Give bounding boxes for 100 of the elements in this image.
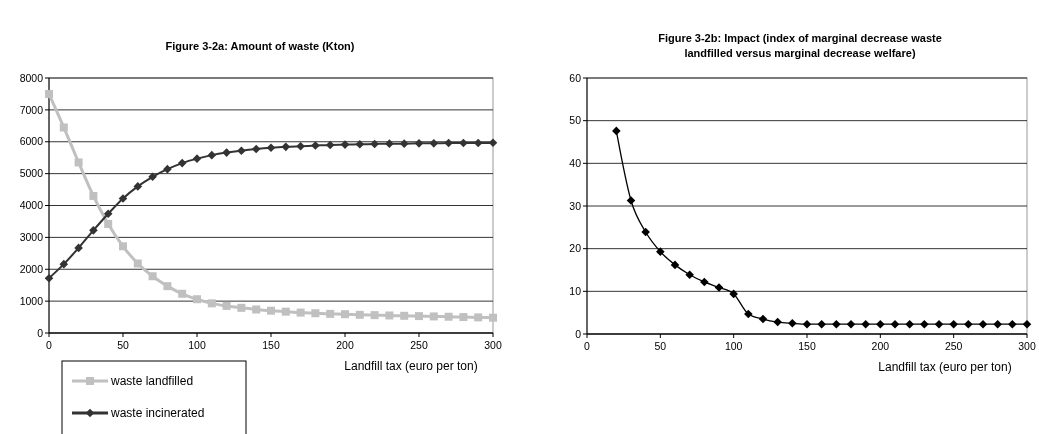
y-tick-label: 7000 xyxy=(19,103,44,116)
point xyxy=(45,89,53,98)
y-tick-label: 8000 xyxy=(19,71,44,84)
point xyxy=(385,311,394,320)
point xyxy=(193,295,201,304)
point xyxy=(163,164,172,174)
point xyxy=(252,305,261,314)
point xyxy=(267,306,275,315)
x-axis-title: Landfill tax (euro per ton) xyxy=(878,360,1012,374)
x-tick-label: 100 xyxy=(188,339,206,351)
chart-title: Figure 3-2a: Amount of waste (Kton) xyxy=(165,40,355,52)
point xyxy=(612,126,621,136)
point xyxy=(104,219,113,228)
point xyxy=(817,319,826,329)
y-tick-label: 3000 xyxy=(19,231,44,244)
point xyxy=(44,273,54,283)
point xyxy=(74,158,83,167)
point xyxy=(459,313,468,322)
point xyxy=(103,209,113,219)
x-tick-label: 0 xyxy=(46,339,53,351)
x-tick-label: 200 xyxy=(871,340,890,352)
point xyxy=(177,158,187,168)
point xyxy=(311,309,320,318)
y-tick-label: 0 xyxy=(575,327,582,340)
point xyxy=(207,299,216,308)
y-tick-label: 5000 xyxy=(19,167,44,180)
y-tick-label: 6000 xyxy=(19,135,44,148)
point xyxy=(326,309,335,318)
point xyxy=(311,141,320,150)
point xyxy=(399,139,409,148)
y-tick-label: 50 xyxy=(569,114,582,127)
y-tick-label: 40 xyxy=(569,157,582,170)
y-tick-label: 10 xyxy=(569,285,582,298)
point xyxy=(222,301,231,310)
point xyxy=(890,319,900,329)
x-tick-label: 300 xyxy=(1018,340,1036,352)
point xyxy=(178,289,187,298)
point xyxy=(474,313,483,322)
point xyxy=(385,139,394,148)
x-tick-label: 0 xyxy=(584,340,591,352)
point xyxy=(905,319,914,329)
point xyxy=(832,319,841,329)
x-tick-label: 50 xyxy=(117,339,129,351)
point xyxy=(237,146,246,155)
x-tick-label: 150 xyxy=(262,339,280,351)
point xyxy=(846,319,856,329)
point xyxy=(685,270,694,279)
point xyxy=(788,319,797,328)
y-tick-label: 60 xyxy=(569,71,582,84)
x-tick-label: 250 xyxy=(410,339,428,351)
point xyxy=(993,319,1002,329)
x-tick-label: 100 xyxy=(724,340,743,352)
y-tick-label: 20 xyxy=(569,242,582,255)
point xyxy=(978,319,988,329)
point xyxy=(758,314,768,324)
point xyxy=(444,312,453,321)
x-tick-label: 150 xyxy=(798,340,816,352)
point xyxy=(489,313,497,322)
y-tick-label: 30 xyxy=(569,199,582,212)
point xyxy=(207,150,217,160)
point xyxy=(163,282,172,291)
point xyxy=(148,272,157,281)
point xyxy=(920,319,929,329)
point xyxy=(355,140,365,149)
point xyxy=(670,260,680,270)
point xyxy=(964,319,973,329)
point xyxy=(744,309,753,319)
point xyxy=(1008,319,1017,329)
point xyxy=(415,312,423,321)
x-tick-label: 200 xyxy=(336,339,354,351)
chart-title: Figure 3-2b: Impact (index of marginal decrease waste landfilled versus marginal decrease welfare) xyxy=(658,32,942,59)
point xyxy=(251,144,261,154)
x-tick-label: 250 xyxy=(944,340,963,352)
point xyxy=(281,307,290,316)
point xyxy=(355,310,364,319)
y-tick-label: 4000 xyxy=(19,199,44,212)
point xyxy=(266,143,276,153)
point xyxy=(119,242,127,251)
point xyxy=(400,311,409,320)
point xyxy=(89,226,98,235)
legend-label: waste incinerated xyxy=(110,406,205,421)
point xyxy=(133,259,142,268)
point xyxy=(949,319,958,329)
point xyxy=(59,123,68,132)
legend-label: waste landfilled xyxy=(110,374,194,389)
point xyxy=(222,148,231,157)
point xyxy=(429,139,439,148)
point xyxy=(281,142,291,152)
point xyxy=(876,319,885,329)
y-tick-label: 0 xyxy=(37,326,44,339)
point xyxy=(59,259,69,269)
point xyxy=(370,311,379,320)
y-tick-label: 2000 xyxy=(19,262,44,275)
point xyxy=(934,319,944,329)
point xyxy=(325,140,335,150)
point xyxy=(89,191,98,200)
point xyxy=(729,289,738,299)
point xyxy=(700,277,709,287)
point xyxy=(429,312,438,321)
y-tick-label: 1000 xyxy=(19,294,44,307)
